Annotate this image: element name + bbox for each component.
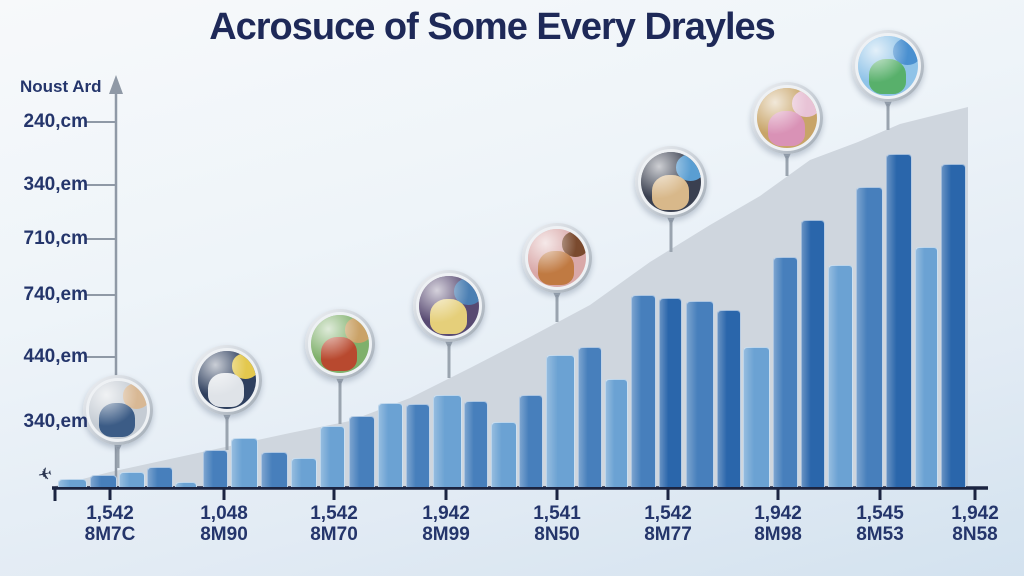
medallion-art: [858, 36, 918, 96]
medallion-gift-box: [751, 82, 823, 154]
medallion-gloss: [419, 276, 479, 336]
medallion-art: [419, 276, 479, 336]
medallion-art: [311, 315, 369, 373]
bar: [147, 467, 173, 487]
medallion-orange-scene: [522, 223, 592, 293]
bar: [203, 450, 228, 487]
bar: [856, 187, 883, 487]
bar: [717, 310, 741, 487]
medallion-gloss: [757, 88, 817, 148]
medallion-gloss: [528, 229, 586, 287]
medallion-art: [641, 152, 701, 212]
bar: [941, 164, 966, 487]
medallion-person-desk: [83, 375, 153, 445]
medallion-workstation: [305, 309, 375, 379]
bar: [406, 404, 430, 487]
medallion-art: [528, 229, 586, 287]
bar: [743, 347, 770, 487]
bar: [828, 265, 853, 487]
medallion-gloss: [198, 351, 256, 409]
bar: [519, 395, 543, 487]
bar: [578, 347, 602, 487]
bar: [631, 295, 656, 487]
bar: [546, 355, 575, 487]
medallion-art: [198, 351, 256, 409]
medallion-gloss: [858, 36, 918, 96]
bar: [119, 472, 145, 487]
medallion-blonde-character: [413, 270, 485, 342]
bar: [773, 257, 798, 487]
bar: [659, 298, 682, 487]
bar: [90, 475, 117, 487]
bar: [886, 154, 912, 487]
bar: [801, 220, 825, 487]
bar: [686, 301, 714, 487]
bar: [231, 438, 258, 487]
bar: [175, 482, 197, 487]
bar: [261, 452, 288, 487]
y-axis-arrow-icon: [109, 75, 123, 94]
medallion-monkey: [635, 146, 707, 218]
medallion-gloss: [89, 381, 147, 439]
bar: [349, 416, 375, 487]
bar: [58, 479, 87, 487]
bar: [291, 458, 317, 487]
medallion-person-couch: [192, 345, 262, 415]
bar: [433, 395, 462, 487]
bar: [915, 247, 938, 487]
medallion-globe: [852, 30, 924, 102]
bar: [320, 426, 345, 487]
bar: [464, 401, 488, 487]
bar: [605, 379, 628, 487]
medallion-gloss: [641, 152, 701, 212]
medallion-gloss: [311, 315, 369, 373]
medallion-art: [757, 88, 817, 148]
bar: [491, 422, 517, 487]
bar: [378, 403, 403, 487]
medallion-art: [89, 381, 147, 439]
